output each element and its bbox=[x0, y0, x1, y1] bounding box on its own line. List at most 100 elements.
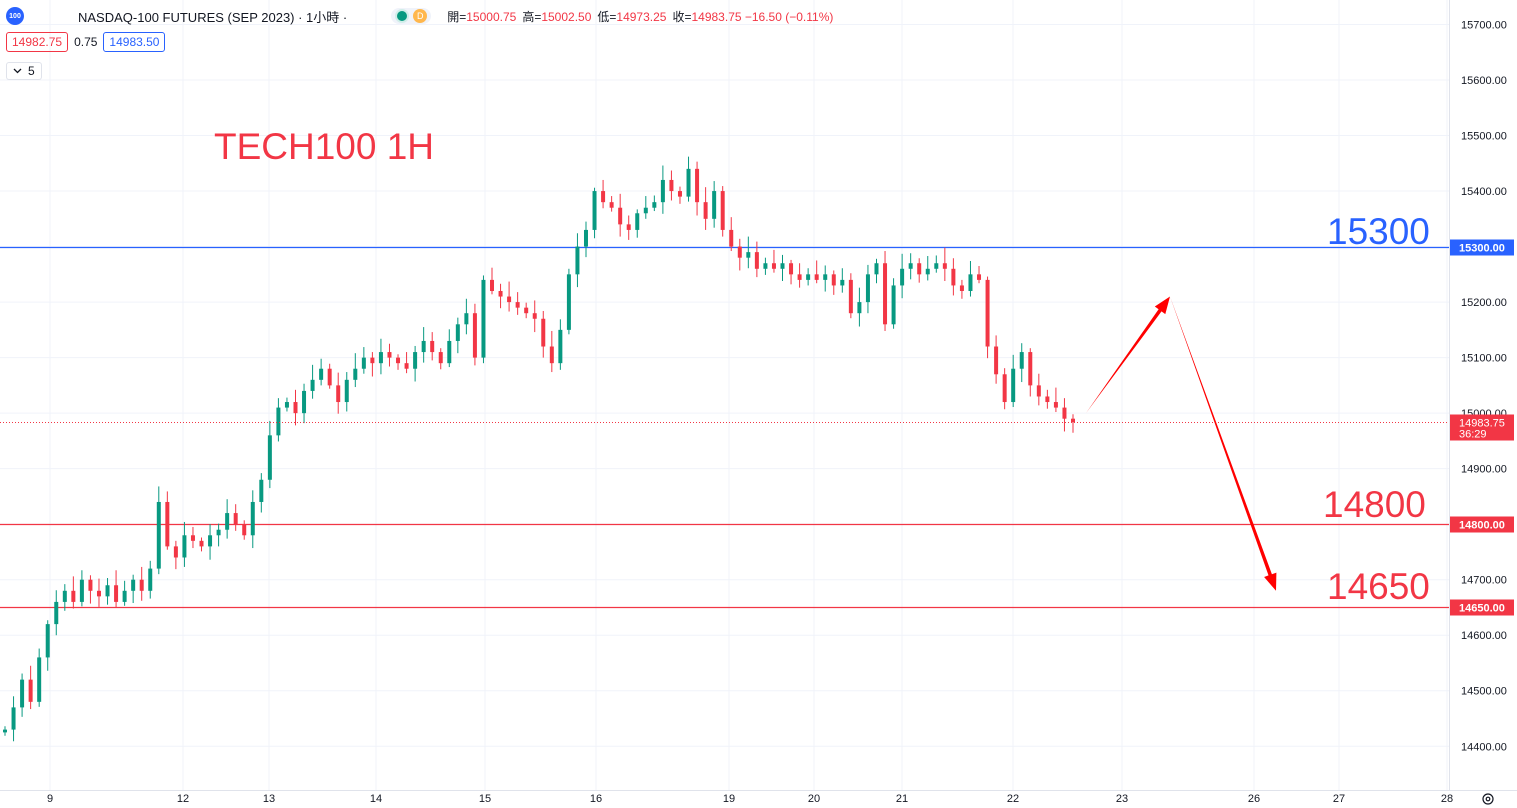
chart-title-annotation[interactable]: TECH100 1H bbox=[214, 126, 435, 167]
candle-body bbox=[618, 207, 623, 225]
candle-body bbox=[874, 263, 879, 275]
candle-body bbox=[951, 268, 956, 286]
candle-body bbox=[891, 285, 896, 325]
candle-body bbox=[635, 213, 640, 230]
candle-body bbox=[276, 407, 281, 436]
candle-body bbox=[20, 679, 25, 708]
x-tick-label: 22 bbox=[1007, 793, 1019, 805]
candle-body bbox=[942, 263, 947, 269]
level-label-14800[interactable]: 14800 bbox=[1323, 484, 1426, 525]
y-tick-label: 14400.00 bbox=[1461, 741, 1507, 753]
indicator-count: 5 bbox=[28, 64, 35, 78]
candle-body bbox=[1002, 374, 1007, 403]
price-axis-level-label: 14800.00 bbox=[1459, 520, 1505, 532]
level-label-14650[interactable]: 14650 bbox=[1327, 566, 1430, 607]
x-tick-label: 27 bbox=[1333, 793, 1345, 805]
candle-body bbox=[1011, 368, 1016, 403]
last-price-badge bbox=[1450, 414, 1514, 441]
candle-body bbox=[754, 252, 759, 269]
x-tick-label: 15 bbox=[479, 793, 491, 805]
candle-body bbox=[507, 296, 512, 303]
y-tick-label: 14900.00 bbox=[1461, 464, 1507, 476]
indicator-toggle-button[interactable]: 5 bbox=[6, 62, 42, 80]
time-axis[interactable]: 9 12 13 14 15 16 19 20 21 22 23 26 27 28 bbox=[47, 793, 1453, 805]
spread-value: 0.75 bbox=[74, 35, 98, 49]
candles bbox=[3, 156, 1075, 742]
candle-body bbox=[472, 313, 477, 358]
delayed-badge[interactable]: D bbox=[413, 9, 428, 23]
symbol-title[interactable]: NASDAQ-100 FUTURES (SEP 2023) · 1小時 · bbox=[78, 9, 348, 25]
countdown-label: 36:29 bbox=[1459, 429, 1487, 441]
candle-body bbox=[114, 585, 119, 602]
candle-body bbox=[1019, 352, 1024, 369]
sell-button[interactable]: 14982.75 bbox=[6, 32, 69, 52]
candle-body bbox=[353, 368, 358, 380]
candle-body bbox=[806, 274, 811, 280]
candle-body bbox=[549, 346, 554, 364]
candle-body bbox=[105, 585, 110, 597]
x-tick-label: 14 bbox=[370, 793, 382, 805]
candle-body bbox=[396, 357, 401, 364]
y-tick-label: 15600.00 bbox=[1461, 75, 1507, 87]
candle-body bbox=[925, 268, 930, 275]
x-tick-label: 20 bbox=[808, 793, 820, 805]
y-tick-label: 15100.00 bbox=[1461, 353, 1507, 365]
candle-body bbox=[652, 202, 657, 208]
chevron-down-icon bbox=[13, 68, 22, 74]
status-badges[interactable]: D bbox=[391, 8, 432, 24]
market-status-icon[interactable] bbox=[395, 9, 410, 23]
ohlc-values: 開=15000.75 高=15002.50 低=14973.25 收=14983… bbox=[447, 8, 833, 25]
candle-body bbox=[421, 340, 426, 353]
y-tick-label: 15500.00 bbox=[1461, 131, 1507, 143]
candle-body bbox=[771, 263, 776, 269]
x-tick-label: 13 bbox=[263, 793, 275, 805]
candle-body bbox=[71, 590, 76, 602]
candle-body bbox=[430, 340, 435, 353]
candle-body bbox=[763, 263, 768, 269]
projection-arrow[interactable] bbox=[1086, 296, 1277, 591]
candle-body bbox=[361, 357, 366, 369]
candle-body bbox=[720, 191, 725, 230]
symbol-logo-icon[interactable]: 100 bbox=[6, 7, 24, 25]
candle-body bbox=[378, 352, 383, 364]
y-tick-label: 14700.00 bbox=[1461, 575, 1507, 587]
candle-body bbox=[865, 274, 870, 303]
candle-body bbox=[45, 624, 50, 658]
candle-body bbox=[259, 479, 264, 502]
candle-body bbox=[1071, 418, 1075, 423]
candle-body bbox=[96, 590, 101, 597]
candle-body bbox=[3, 729, 7, 733]
candle-body bbox=[1045, 396, 1050, 403]
x-tick-label: 23 bbox=[1116, 793, 1128, 805]
candle-body bbox=[182, 535, 187, 558]
settings-icon[interactable] bbox=[1482, 793, 1494, 805]
candle-body bbox=[789, 263, 794, 275]
candle-body bbox=[900, 268, 905, 286]
candle-body bbox=[293, 402, 298, 414]
candle-body bbox=[558, 329, 563, 364]
candle-body bbox=[968, 274, 973, 291]
close-value: 14983.75 −16.50 (−0.11%) bbox=[691, 9, 834, 24]
x-tick-label: 12 bbox=[177, 793, 189, 805]
candle-body bbox=[336, 385, 341, 403]
candle-body bbox=[233, 513, 238, 525]
buy-button[interactable]: 14983.50 bbox=[103, 32, 166, 52]
arrow-up-segment bbox=[1086, 296, 1170, 414]
candle-body bbox=[310, 379, 315, 391]
candle-body bbox=[601, 191, 606, 203]
level-label-15300[interactable]: 15300 bbox=[1327, 211, 1430, 252]
low-value: 14973.25 bbox=[616, 9, 667, 24]
price-axis[interactable]: 14400.00 14500.00 14600.00 14700.00 14800.00… bbox=[1461, 20, 1507, 754]
candle-body bbox=[541, 318, 546, 347]
price-axis-level-badge bbox=[1450, 516, 1514, 533]
candle-body bbox=[1028, 352, 1033, 386]
candle-body bbox=[857, 302, 862, 314]
chart-header: 100 NASDAQ-100 FUTURES (SEP 2023) · 1小時 … bbox=[6, 6, 833, 26]
candle-body bbox=[934, 263, 939, 269]
candle-body bbox=[515, 302, 520, 308]
candle-body bbox=[344, 379, 349, 403]
candle-body bbox=[37, 657, 42, 702]
candle-body bbox=[88, 579, 93, 591]
candle-body bbox=[643, 207, 648, 214]
